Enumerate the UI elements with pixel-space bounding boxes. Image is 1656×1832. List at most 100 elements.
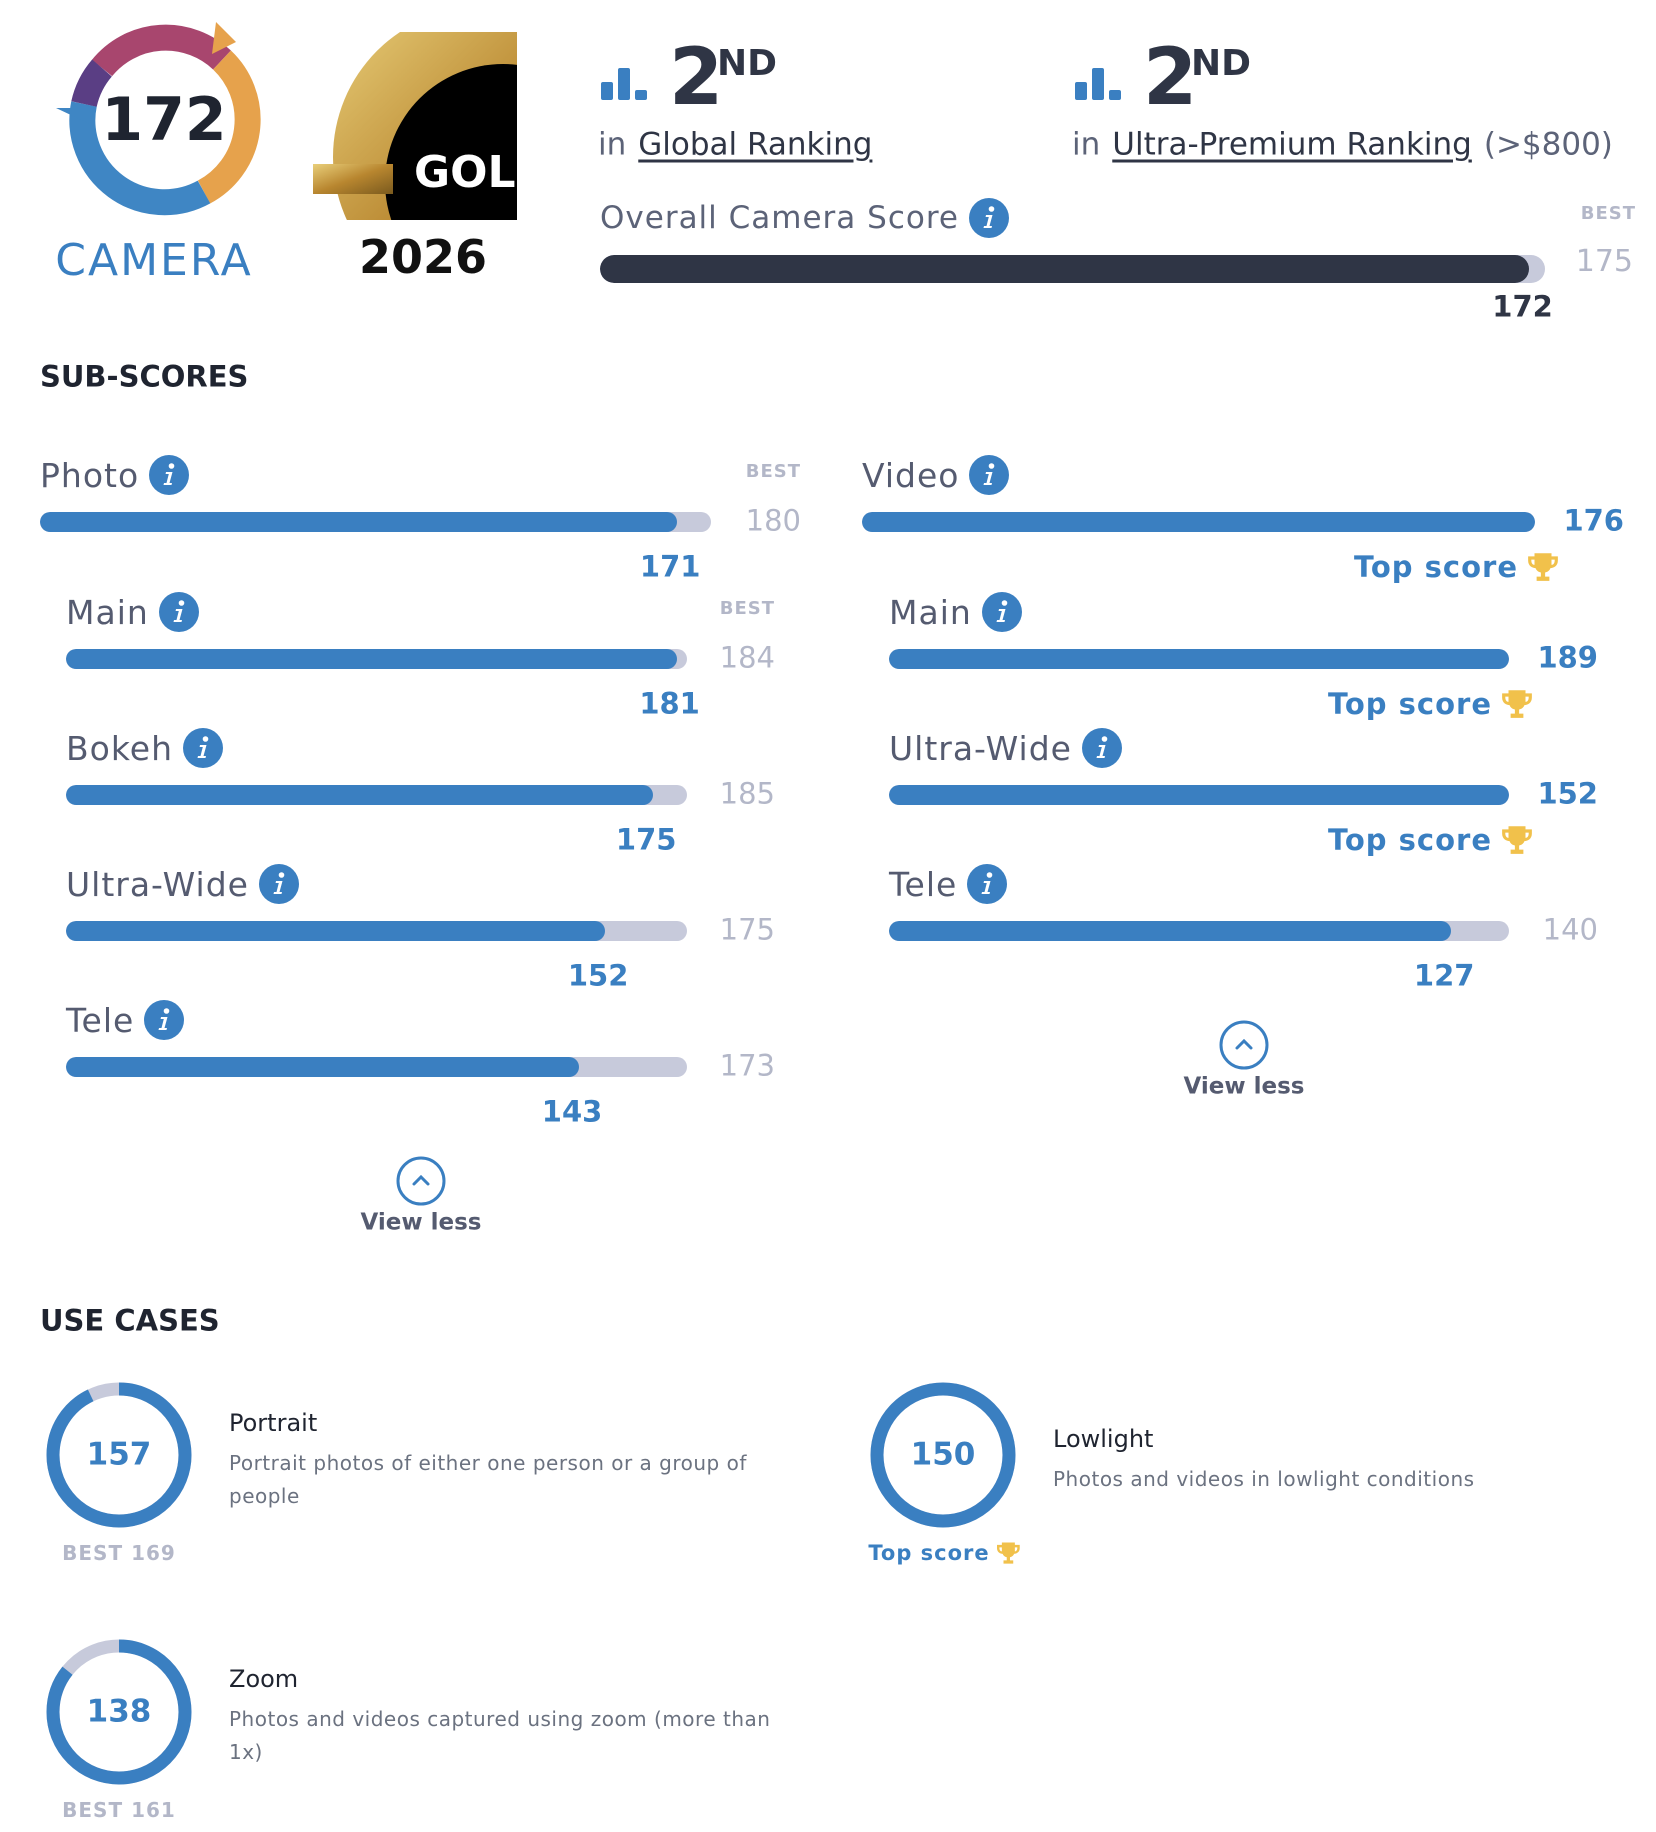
view-less-circle (1219, 1020, 1269, 1070)
info-icon[interactable] (967, 864, 1008, 904)
score-value: 175 (615, 822, 677, 857)
section-title: USE CASES (40, 1303, 220, 1338)
ring-fill (46, 1382, 192, 1528)
view-less[interactable]: View less (360, 1209, 482, 1236)
score-track (66, 921, 687, 941)
best-label: BEST (719, 598, 775, 619)
info-icon[interactable] (1081, 728, 1122, 768)
info-icon[interactable] (149, 455, 190, 495)
rank-number: 2 (1143, 33, 1198, 123)
info-icon-stem (197, 745, 207, 758)
score-fill (66, 1057, 580, 1077)
ring-best: BEST 169 (62, 1543, 176, 1563)
award-year: 2026 (358, 230, 488, 284)
info-icon-dot (988, 206, 995, 212)
overall-label-text: Overall Camera Score (600, 199, 959, 236)
ranking-icon-bar (1109, 90, 1121, 100)
score-label-text: Bokeh (66, 728, 173, 768)
score-value: 176 (1563, 503, 1624, 538)
info-icon[interactable] (258, 864, 299, 904)
info-icon[interactable] (158, 592, 199, 632)
top-score-text: Top score (1327, 686, 1492, 721)
score-fill (889, 649, 1509, 669)
info-icon-stem (158, 1017, 168, 1030)
score-label: Video (862, 455, 1010, 495)
view-less-icon[interactable] (1218, 1019, 1270, 1071)
info-icon-dot (987, 872, 993, 878)
best-value: 140 (1542, 912, 1598, 947)
info-icon[interactable] (969, 455, 1010, 495)
ring-fill (46, 1639, 192, 1785)
info-icon-stem (173, 609, 183, 622)
score-track (862, 512, 1535, 532)
rank-prefix: in (1072, 126, 1101, 163)
info-icon-dot (1001, 600, 1008, 606)
ring-top-text: Top score (868, 1540, 990, 1565)
badge-score: 172 (101, 85, 227, 155)
score-label-text: Tele (66, 1000, 135, 1040)
trophy-shape (997, 1542, 1021, 1564)
score-fill (889, 921, 1452, 941)
trophy-shape (1528, 553, 1558, 581)
rank-suffix: ND (1191, 43, 1252, 84)
view-less[interactable]: View less (1183, 1073, 1305, 1100)
score-fill (66, 785, 654, 805)
info-icon[interactable] (981, 592, 1022, 632)
score-label: Tele (889, 864, 1008, 904)
best-value: 175 (1575, 244, 1633, 279)
award-logo: GOL (313, 32, 517, 220)
best-value: 184 (719, 640, 775, 675)
ring-best-value: 161 (131, 1798, 176, 1822)
info-icon-stem (983, 472, 993, 485)
score-value: 181 (639, 686, 700, 721)
score-fill (66, 921, 606, 941)
rank-line: in Global Ranking (598, 126, 873, 163)
info-icon-dot (1101, 736, 1108, 742)
score-track (66, 649, 687, 669)
info-icon-dot (278, 872, 285, 878)
rank-link[interactable]: Ultra-Premium Ranking (1112, 126, 1472, 163)
ring-best-label: BEST (62, 1798, 124, 1822)
score-label-text: Ultra-Wide (889, 728, 1072, 768)
score-value: 127 (1413, 958, 1475, 993)
score-track (889, 921, 1509, 941)
score-track (66, 785, 687, 805)
ring-best: BEST 161 (62, 1800, 176, 1820)
score-fill (862, 512, 1535, 532)
info-icon[interactable] (144, 1000, 185, 1040)
rank-number: 2 (669, 33, 724, 123)
best-value: 180 (745, 503, 801, 538)
use-case-title: Lowlight (1053, 1425, 1154, 1453)
score-label-text: Photo (40, 455, 140, 495)
score-track (66, 1057, 687, 1077)
best-value: 185 (719, 776, 775, 811)
info-icon-stem (1096, 745, 1106, 758)
score-label-text: Main (66, 592, 149, 632)
badge-label: CAMERA (55, 235, 253, 286)
info-icon[interactable] (182, 728, 223, 768)
view-less-icon[interactable] (395, 1155, 447, 1207)
rank-link[interactable]: Global Ranking (638, 126, 873, 163)
rank-line: in Ultra-Premium Ranking (>$800) (1072, 126, 1613, 163)
use-case-title: Portrait (229, 1409, 318, 1437)
score-label: Ultra-Wide (66, 864, 299, 904)
overall-fill (600, 255, 1529, 283)
section-title: SUB-SCORES (40, 359, 249, 394)
score-fill (889, 785, 1509, 805)
score-ring (46, 1639, 192, 1785)
best-label: BEST (1580, 203, 1636, 224)
top-score: Top score (1354, 550, 1560, 584)
use-case-description: Photos and videos captured using zoom (m… (229, 1707, 771, 1764)
ring-best-value: 169 (131, 1541, 176, 1565)
overall-score: 172 (1492, 289, 1553, 324)
ranking-icon-bar (635, 90, 647, 100)
trophy-shape (1502, 690, 1532, 718)
best-value: 175 (719, 912, 775, 947)
rank-prefix: in (598, 126, 627, 163)
ranking-icon (1075, 68, 1121, 100)
score-label: Tele (66, 1000, 185, 1040)
info-icon[interactable] (968, 198, 1009, 238)
rank-suffix: ND (717, 43, 778, 84)
score-ring (46, 1382, 192, 1528)
